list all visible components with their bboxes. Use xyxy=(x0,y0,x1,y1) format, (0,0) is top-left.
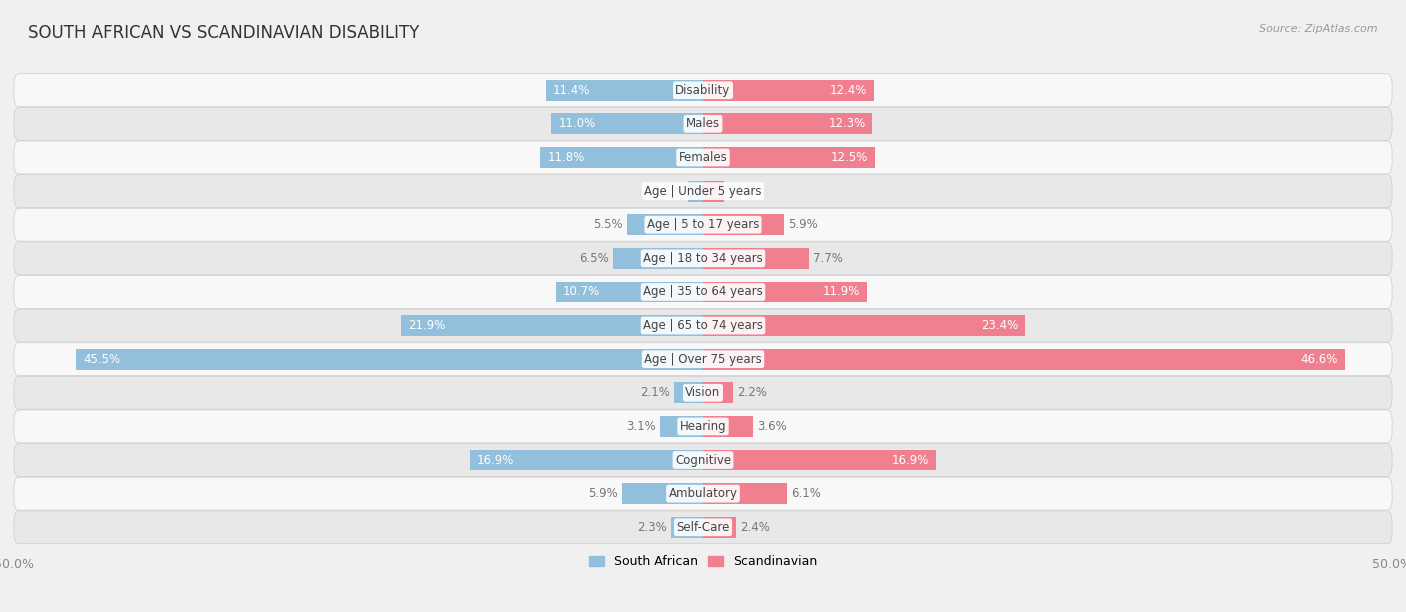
Bar xyxy=(673,382,703,403)
Bar xyxy=(671,517,703,538)
Text: 1.5%: 1.5% xyxy=(728,185,758,198)
Bar xyxy=(627,214,703,235)
Text: 11.0%: 11.0% xyxy=(558,118,596,130)
FancyBboxPatch shape xyxy=(14,511,1392,543)
Text: Age | Under 5 years: Age | Under 5 years xyxy=(644,185,762,198)
Text: 12.4%: 12.4% xyxy=(830,84,868,97)
Text: Hearing: Hearing xyxy=(679,420,727,433)
Text: Age | Over 75 years: Age | Over 75 years xyxy=(644,353,762,366)
Bar xyxy=(555,282,703,302)
Text: 6.5%: 6.5% xyxy=(579,252,609,265)
Text: Source: ZipAtlas.com: Source: ZipAtlas.com xyxy=(1260,24,1378,34)
Text: 2.2%: 2.2% xyxy=(738,386,768,399)
Bar xyxy=(703,517,737,538)
Bar xyxy=(703,483,787,504)
Legend: South African, Scandinavian: South African, Scandinavian xyxy=(583,550,823,573)
Text: 1.1%: 1.1% xyxy=(654,185,683,198)
FancyBboxPatch shape xyxy=(14,376,1392,409)
Bar xyxy=(661,416,703,437)
Text: Age | 18 to 34 years: Age | 18 to 34 years xyxy=(643,252,763,265)
Text: Cognitive: Cognitive xyxy=(675,453,731,466)
Text: Disability: Disability xyxy=(675,84,731,97)
Text: 23.4%: 23.4% xyxy=(981,319,1018,332)
Text: 21.9%: 21.9% xyxy=(408,319,446,332)
Bar xyxy=(703,181,724,201)
FancyBboxPatch shape xyxy=(14,410,1392,443)
FancyBboxPatch shape xyxy=(14,275,1392,308)
Bar xyxy=(703,315,1025,336)
FancyBboxPatch shape xyxy=(14,343,1392,376)
Text: 5.5%: 5.5% xyxy=(593,218,623,231)
Text: 11.4%: 11.4% xyxy=(553,84,591,97)
Bar xyxy=(703,349,1346,370)
FancyBboxPatch shape xyxy=(14,74,1392,106)
Bar xyxy=(703,113,873,134)
Text: 2.4%: 2.4% xyxy=(740,521,770,534)
FancyBboxPatch shape xyxy=(14,208,1392,241)
Text: Age | 35 to 64 years: Age | 35 to 64 years xyxy=(643,285,763,299)
Text: 16.9%: 16.9% xyxy=(477,453,515,466)
FancyBboxPatch shape xyxy=(14,477,1392,510)
Text: 5.9%: 5.9% xyxy=(789,218,818,231)
Text: 2.1%: 2.1% xyxy=(640,386,669,399)
Bar xyxy=(703,147,875,168)
FancyBboxPatch shape xyxy=(14,309,1392,342)
Text: Females: Females xyxy=(679,151,727,164)
Bar xyxy=(551,113,703,134)
Text: Self-Care: Self-Care xyxy=(676,521,730,534)
FancyBboxPatch shape xyxy=(14,174,1392,207)
Text: 2.3%: 2.3% xyxy=(637,521,668,534)
Bar xyxy=(703,282,868,302)
Text: Age | 5 to 17 years: Age | 5 to 17 years xyxy=(647,218,759,231)
Bar xyxy=(613,248,703,269)
Text: Vision: Vision xyxy=(685,386,721,399)
Text: 3.1%: 3.1% xyxy=(627,420,657,433)
Text: Males: Males xyxy=(686,118,720,130)
Bar xyxy=(540,147,703,168)
Text: 7.7%: 7.7% xyxy=(813,252,844,265)
FancyBboxPatch shape xyxy=(14,141,1392,174)
Text: Ambulatory: Ambulatory xyxy=(668,487,738,500)
Text: 3.6%: 3.6% xyxy=(756,420,786,433)
Text: Age | 65 to 74 years: Age | 65 to 74 years xyxy=(643,319,763,332)
Bar xyxy=(621,483,703,504)
FancyBboxPatch shape xyxy=(14,242,1392,275)
Bar xyxy=(546,80,703,100)
FancyBboxPatch shape xyxy=(14,107,1392,140)
Text: 45.5%: 45.5% xyxy=(83,353,120,366)
Text: 12.5%: 12.5% xyxy=(831,151,869,164)
Bar xyxy=(703,214,785,235)
Bar xyxy=(688,181,703,201)
Text: 10.7%: 10.7% xyxy=(562,285,600,299)
Text: 11.9%: 11.9% xyxy=(823,285,860,299)
Text: 6.1%: 6.1% xyxy=(792,487,821,500)
FancyBboxPatch shape xyxy=(14,444,1392,477)
Bar xyxy=(703,248,808,269)
Text: SOUTH AFRICAN VS SCANDINAVIAN DISABILITY: SOUTH AFRICAN VS SCANDINAVIAN DISABILITY xyxy=(28,24,419,42)
Bar xyxy=(703,382,734,403)
Bar xyxy=(401,315,703,336)
Text: 11.8%: 11.8% xyxy=(547,151,585,164)
Text: 46.6%: 46.6% xyxy=(1301,353,1339,366)
Text: 5.9%: 5.9% xyxy=(588,487,617,500)
Text: 16.9%: 16.9% xyxy=(891,453,929,466)
Bar xyxy=(470,450,703,471)
Bar xyxy=(703,416,752,437)
Text: 12.3%: 12.3% xyxy=(828,118,866,130)
Bar xyxy=(703,450,936,471)
Bar xyxy=(76,349,703,370)
Bar xyxy=(703,80,875,100)
